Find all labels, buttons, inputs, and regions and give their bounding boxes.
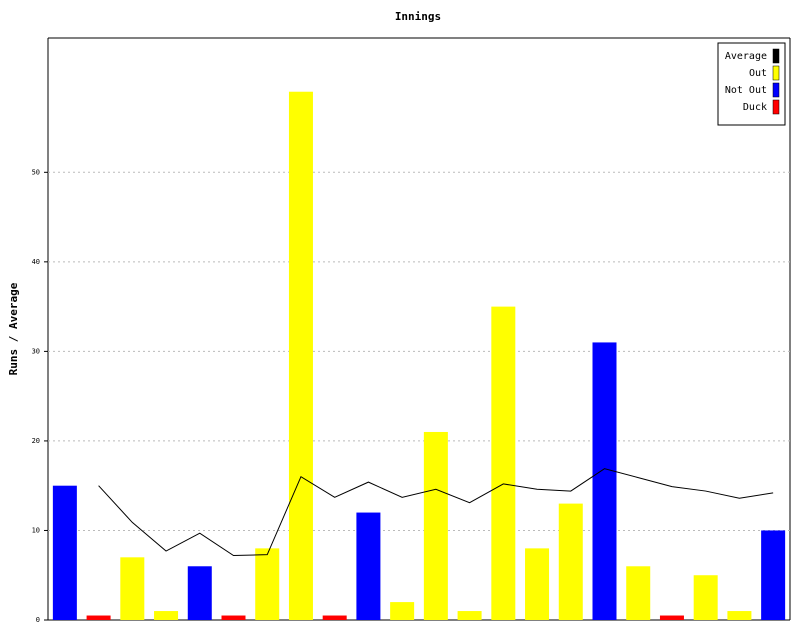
y-tick-label: 0 bbox=[36, 616, 40, 624]
y-tick-label: 10 bbox=[32, 526, 40, 534]
bar bbox=[120, 557, 145, 620]
legend-label: Not Out bbox=[725, 85, 767, 96]
bar bbox=[525, 548, 550, 620]
bar bbox=[390, 602, 415, 620]
bar bbox=[727, 611, 752, 620]
chart-title: Innings bbox=[395, 10, 441, 23]
bar bbox=[221, 615, 246, 620]
average-line bbox=[98, 468, 774, 557]
bar bbox=[255, 548, 280, 620]
y-axis-label: Runs / Average bbox=[7, 282, 20, 375]
bar bbox=[86, 615, 111, 620]
legend-swatch bbox=[772, 65, 780, 81]
bar bbox=[659, 615, 684, 620]
legend-swatch bbox=[772, 99, 780, 115]
y-tick-label: 50 bbox=[32, 168, 40, 176]
legend-label: Duck bbox=[743, 102, 767, 113]
bar bbox=[761, 530, 786, 620]
bar bbox=[693, 575, 718, 620]
bar bbox=[52, 485, 77, 620]
bar bbox=[558, 503, 583, 620]
bar bbox=[187, 566, 212, 620]
legend-swatch bbox=[772, 48, 780, 64]
legend-label: Average bbox=[725, 51, 767, 62]
bar bbox=[423, 431, 448, 620]
bar bbox=[592, 342, 617, 620]
bar bbox=[626, 566, 651, 620]
bar bbox=[491, 306, 516, 620]
y-tick-label: 20 bbox=[32, 437, 40, 445]
bar bbox=[288, 91, 313, 620]
bar bbox=[457, 611, 482, 620]
bar bbox=[154, 611, 179, 620]
y-tick-label: 40 bbox=[32, 258, 40, 266]
bar bbox=[322, 615, 347, 620]
legend-label: Out bbox=[749, 68, 767, 79]
legend-swatch bbox=[772, 82, 780, 98]
y-tick-label: 30 bbox=[32, 347, 40, 355]
bar bbox=[356, 512, 381, 620]
